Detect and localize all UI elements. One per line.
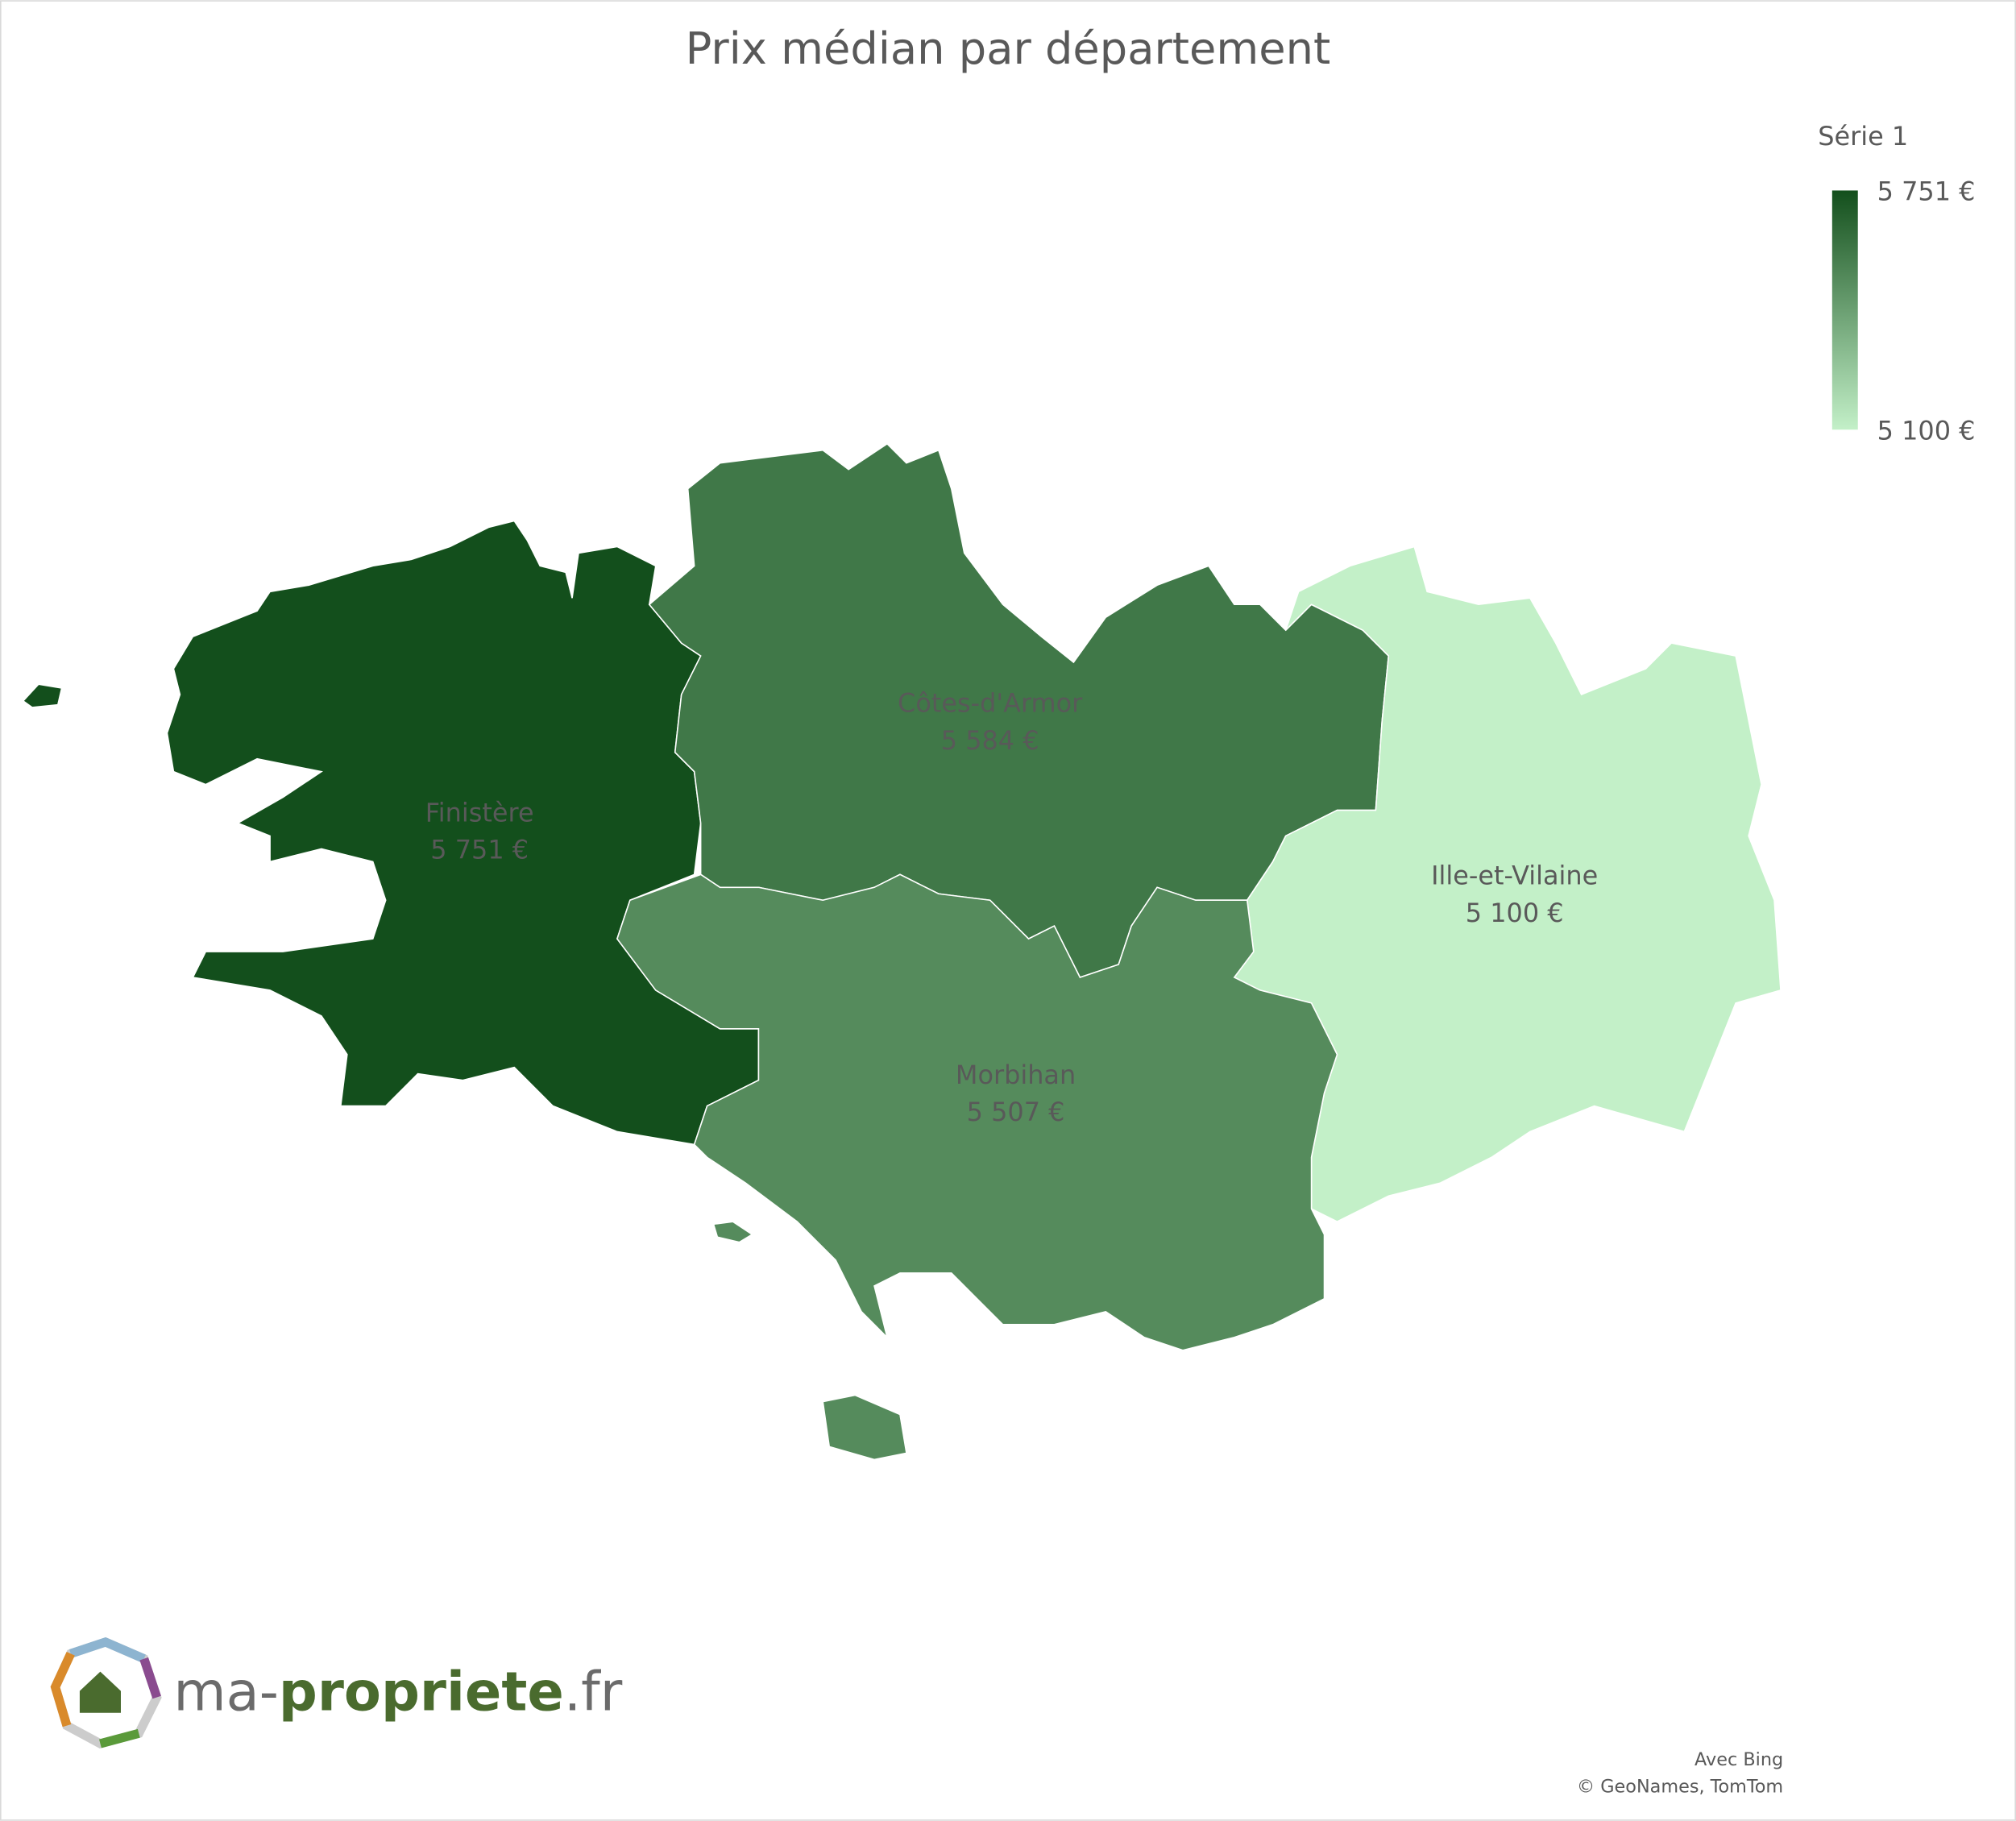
- logo-part: propriete: [279, 1660, 564, 1723]
- region: [1233, 545, 1782, 1223]
- attribution: Avec Bing: [1695, 1749, 1783, 1770]
- region-value: 5 507 €: [967, 1097, 1065, 1127]
- logo-part: ma-: [173, 1660, 279, 1723]
- legend-tick-label: 5 100 €: [1877, 415, 1976, 446]
- region-name: Ille-et-Vilaine: [1431, 861, 1598, 891]
- logo-ring-left: [50, 1651, 75, 1728]
- region-labels: Finistère 5 751 € Côtes-d'Armor 5 584 € Ille…: [425, 688, 1599, 1127]
- logo-house: [79, 1671, 121, 1713]
- region-name: Finistère: [425, 797, 534, 828]
- region-value: 5 584 €: [941, 725, 1039, 756]
- attribution: © GeoNames, TomTom: [1577, 1777, 1783, 1798]
- region: [712, 1221, 753, 1243]
- color-bar: [1831, 190, 1858, 430]
- region: [822, 1394, 907, 1461]
- legend-tick-label: 5 751 €: [1877, 176, 1976, 207]
- logo-ring-top: [68, 1636, 146, 1663]
- region: [616, 873, 1338, 1351]
- regions: [22, 442, 1782, 1461]
- region-name: Côtes-d'Armor: [898, 688, 1083, 719]
- region-value: 5 751 €: [430, 835, 529, 865]
- region: [22, 683, 63, 708]
- chart-title: Prix médian par département: [686, 23, 1331, 74]
- logo-text: ma-propriete.fr: [173, 1660, 622, 1723]
- region-value: 5 100 €: [1466, 898, 1564, 928]
- logo-part: .fr: [564, 1660, 623, 1723]
- region-name: Morbihan: [956, 1060, 1076, 1090]
- logo-ring-right: [139, 1657, 161, 1699]
- logo: ma-propriete.fr: [50, 1636, 623, 1748]
- legend-title: Série 1: [1818, 121, 1908, 151]
- logo-ring-bottom: [99, 1728, 140, 1748]
